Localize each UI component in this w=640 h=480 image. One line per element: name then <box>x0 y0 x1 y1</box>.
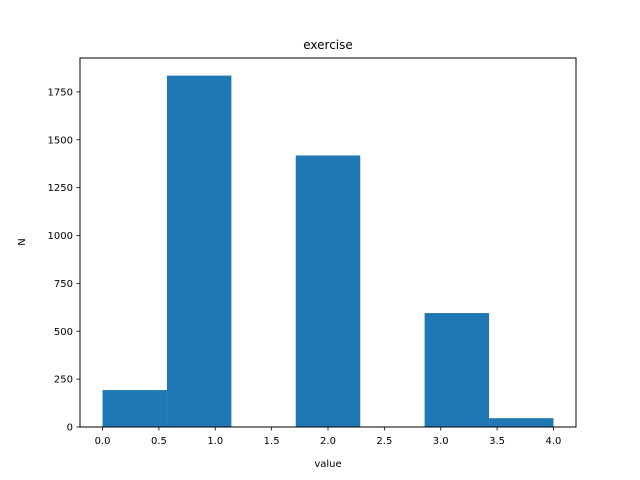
y-tick-label: 1500 <box>48 135 73 146</box>
x-axis: 0.0 0.5 1.0 1.5 2.0 2.5 3.0 3.5 4.0 <box>95 427 562 447</box>
y-tick-label: 1250 <box>48 183 73 194</box>
x-tick-label: 3.5 <box>489 436 505 447</box>
x-tick-label: 1.0 <box>207 436 223 447</box>
x-tick-label: 4.0 <box>546 436 562 447</box>
histogram-bar-5 <box>424 313 490 427</box>
y-tick-label: 500 <box>54 327 73 338</box>
y-axis-label: N <box>17 238 28 245</box>
y-tick-label: 1750 <box>48 87 73 98</box>
x-tick-label: 1.5 <box>264 436 280 447</box>
y-tick-label: 750 <box>54 279 73 290</box>
x-tick-label: 2.5 <box>376 436 392 447</box>
histogram-bar-3 <box>295 155 361 427</box>
y-axis: 0 250 500 750 1000 1250 1500 1750 <box>48 87 80 434</box>
x-axis-label: value <box>314 459 341 470</box>
histogram-bar-0 <box>102 390 167 427</box>
bars-group <box>102 75 554 428</box>
x-tick-label: 2.0 <box>320 436 336 447</box>
y-tick-label: 0 <box>67 423 73 434</box>
histogram-bar-1 <box>166 75 232 428</box>
histogram-bar-6 <box>489 418 554 427</box>
x-tick-label: 3.0 <box>433 436 449 447</box>
x-tick-label: 0.5 <box>151 436 167 447</box>
chart-title: exercise <box>303 38 353 52</box>
x-tick-label: 0.0 <box>95 436 111 447</box>
y-tick-label: 1000 <box>48 231 73 242</box>
y-tick-label: 250 <box>54 375 73 386</box>
